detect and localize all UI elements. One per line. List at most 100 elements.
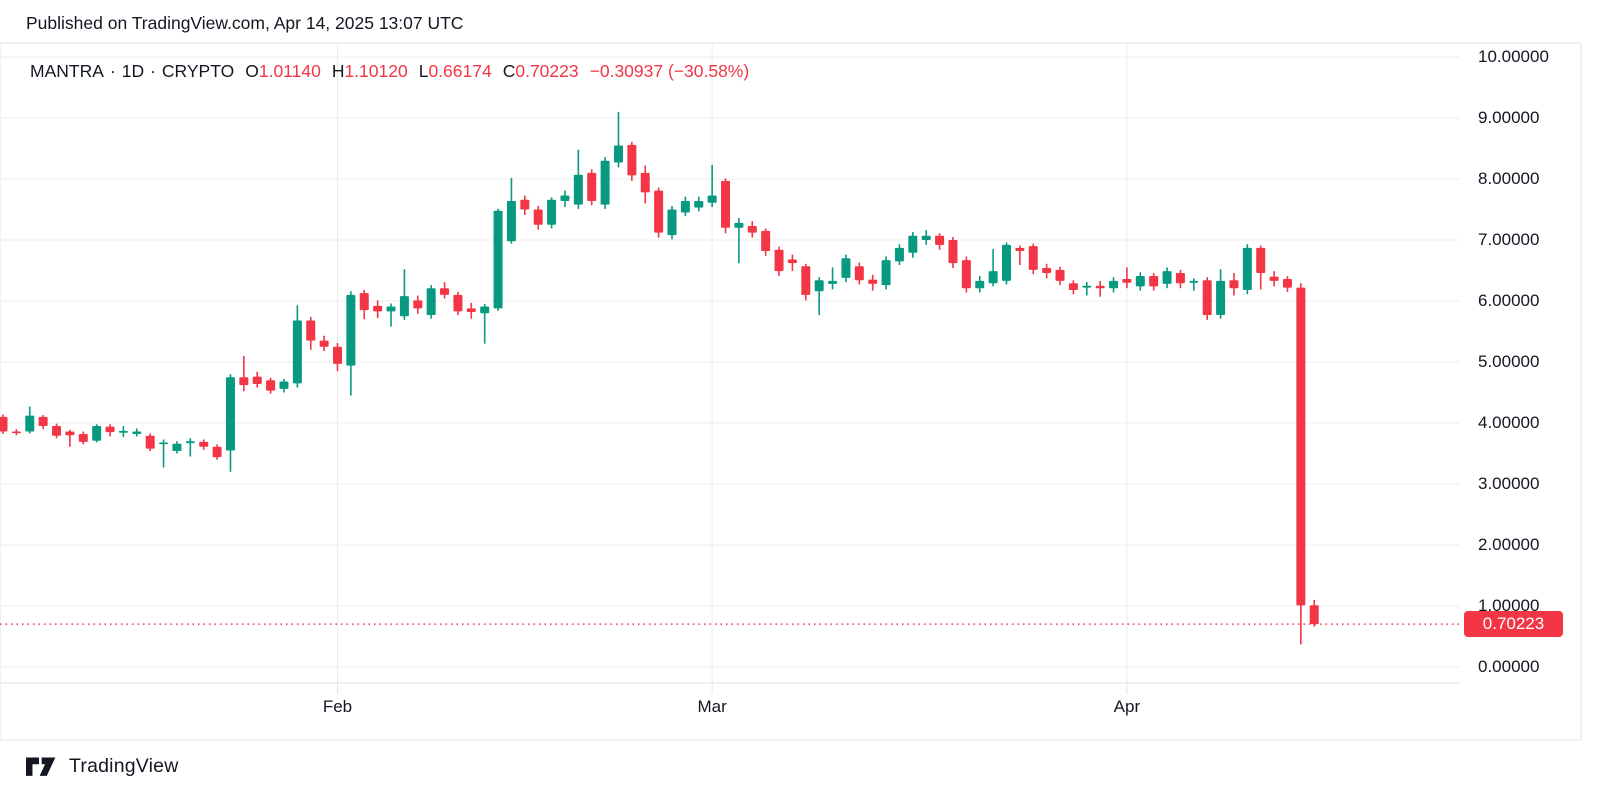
candle bbox=[466, 302, 476, 319]
candle bbox=[854, 262, 864, 285]
candle-body bbox=[881, 260, 891, 286]
candle bbox=[252, 371, 262, 388]
candle bbox=[386, 303, 396, 327]
candle-body bbox=[1095, 285, 1105, 289]
candle bbox=[613, 111, 623, 168]
candle-body bbox=[25, 415, 35, 432]
candle-body bbox=[734, 222, 744, 228]
candle-body bbox=[573, 174, 583, 205]
candle bbox=[734, 218, 744, 264]
time-axis-label-mar: Mar bbox=[697, 697, 727, 716]
candle-body bbox=[1242, 247, 1252, 291]
candle bbox=[774, 246, 784, 276]
candle bbox=[25, 406, 35, 434]
candle bbox=[814, 277, 824, 316]
candle-body bbox=[600, 160, 610, 205]
candle-body bbox=[975, 280, 985, 289]
candle-body bbox=[78, 433, 88, 442]
candle bbox=[935, 233, 945, 250]
tradingview-logo-icon bbox=[26, 756, 56, 776]
candle bbox=[1242, 244, 1252, 295]
candle bbox=[801, 263, 811, 301]
price-axis-label: 2.00000 bbox=[1478, 535, 1540, 554]
price-axis-label: 5.00000 bbox=[1478, 352, 1540, 371]
candle bbox=[172, 441, 182, 454]
legend-high: H1.10120 bbox=[332, 61, 408, 81]
candle bbox=[627, 141, 637, 181]
candle-body bbox=[1015, 247, 1025, 251]
candle bbox=[319, 335, 329, 352]
candle bbox=[413, 295, 423, 314]
tradingview-link[interactable]: TradingView bbox=[26, 755, 179, 778]
candle bbox=[721, 178, 731, 234]
candle bbox=[921, 230, 931, 245]
legend-open: O1.01140 bbox=[245, 61, 321, 81]
candle-body bbox=[547, 199, 557, 225]
legend-exchange: CRYPTO bbox=[161, 61, 235, 81]
candle-body bbox=[92, 426, 102, 441]
candle bbox=[828, 267, 838, 290]
candle-body bbox=[961, 260, 971, 289]
candle-body bbox=[908, 235, 918, 253]
candle-body bbox=[319, 340, 329, 347]
candle-body bbox=[587, 172, 597, 201]
candle bbox=[399, 269, 409, 320]
candle-body bbox=[239, 377, 249, 386]
candle bbox=[1269, 271, 1279, 287]
price-axis[interactable]: 10.00000 9.00000 8.00000 7.00000 6.00000 5.00… bbox=[1460, 43, 1581, 740]
candle-body bbox=[1002, 244, 1011, 281]
candle-body bbox=[828, 280, 838, 284]
candle bbox=[1002, 242, 1011, 285]
candle bbox=[547, 197, 557, 229]
low-label: L bbox=[418, 61, 429, 81]
candle-body bbox=[65, 431, 75, 436]
candle-body bbox=[453, 294, 463, 312]
candle-body bbox=[1109, 280, 1119, 289]
candle-body bbox=[373, 305, 383, 312]
candle-body bbox=[1042, 268, 1052, 273]
candle bbox=[225, 374, 235, 472]
candle-body bbox=[787, 259, 797, 264]
candle bbox=[948, 236, 958, 269]
close-value: 0.70223 bbox=[515, 61, 579, 81]
candle bbox=[1282, 275, 1292, 292]
candle bbox=[1095, 280, 1105, 297]
price-axis-label: 6.00000 bbox=[1478, 291, 1540, 310]
candle-body bbox=[1149, 275, 1159, 287]
price-axis-label: 10.00000 bbox=[1478, 47, 1549, 66]
candle-body bbox=[426, 288, 436, 316]
candle bbox=[667, 205, 677, 240]
candle bbox=[654, 187, 664, 238]
candle-body bbox=[440, 288, 450, 295]
candle-body bbox=[493, 210, 503, 309]
candle-body bbox=[854, 266, 864, 281]
candle-body bbox=[1068, 283, 1078, 291]
candle-body bbox=[466, 308, 476, 312]
legend-separator: · bbox=[150, 61, 156, 81]
candle bbox=[640, 165, 650, 204]
low-value: 0.66174 bbox=[428, 61, 492, 81]
candle-body bbox=[252, 376, 262, 384]
candle bbox=[78, 431, 88, 445]
candle bbox=[600, 157, 610, 209]
legend-separator: · bbox=[109, 61, 116, 81]
candle-body bbox=[801, 266, 811, 295]
price-axis-label: 8.00000 bbox=[1478, 169, 1540, 188]
candle-body bbox=[1189, 280, 1199, 283]
candle bbox=[707, 164, 717, 208]
candle bbox=[38, 415, 48, 430]
legend-interval: 1D bbox=[121, 61, 145, 81]
candle bbox=[1296, 283, 1306, 645]
candle bbox=[292, 305, 302, 388]
candle-body bbox=[386, 306, 396, 312]
candle bbox=[1256, 245, 1266, 290]
candle-body bbox=[707, 195, 717, 203]
time-axis[interactable]: Feb Mar Apr bbox=[0, 684, 1460, 740]
candle-body bbox=[1216, 280, 1226, 316]
candle bbox=[868, 274, 878, 291]
candle bbox=[1082, 282, 1092, 296]
candle bbox=[212, 444, 222, 460]
candle-body bbox=[560, 195, 570, 201]
candle bbox=[520, 195, 530, 215]
